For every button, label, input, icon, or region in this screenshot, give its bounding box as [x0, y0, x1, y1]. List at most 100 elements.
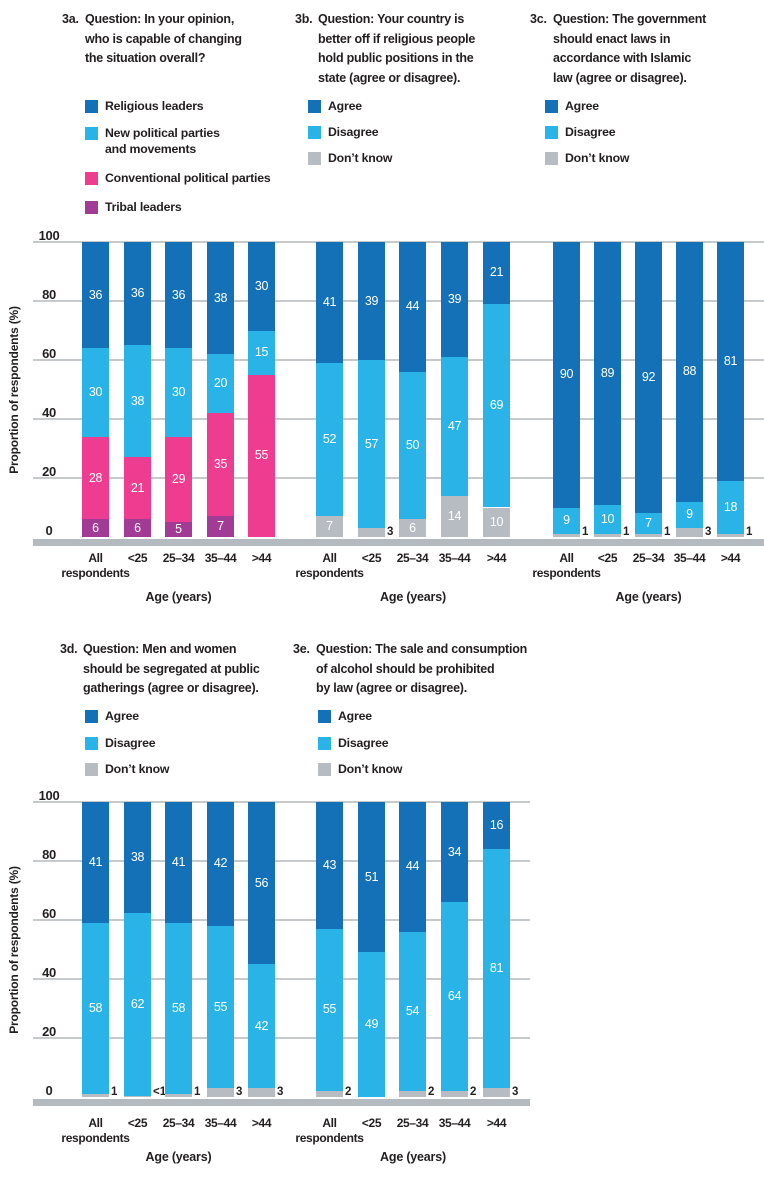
bar-value-label: 36 — [171, 287, 186, 302]
bar-value-label-outside: 3 — [387, 526, 394, 538]
bar-value-label: 38 — [130, 849, 145, 864]
y-tick-label: 100 — [38, 228, 60, 243]
y-tick-label: 20 — [42, 1024, 56, 1039]
bar-value-label: 43 — [322, 857, 337, 872]
bar-value-label: 39 — [447, 292, 462, 307]
bar-value-label-outside: 1 — [623, 526, 630, 538]
category-label: <25 — [127, 1116, 148, 1130]
bar-value-label-outside: 1 — [746, 526, 753, 538]
bar-segment — [124, 457, 151, 520]
gridline — [33, 241, 764, 243]
bar-segment — [124, 1095, 151, 1097]
bar-value-label: 16 — [489, 818, 504, 833]
bar-value-label: 29 — [171, 471, 186, 486]
bar-segment — [483, 849, 510, 1089]
legend-label: Don’t know — [328, 151, 393, 165]
chart-number-label: 3e. — [293, 642, 310, 656]
category-label: 25–34 — [632, 551, 665, 565]
chart-number-label: 3b. — [295, 12, 313, 26]
bar-value-label-outside: 3 — [705, 526, 712, 538]
bar-segment — [207, 354, 234, 414]
bar-segment — [248, 802, 275, 965]
bar-value-label: 30 — [88, 384, 103, 399]
legend-label: Agree — [328, 99, 362, 113]
bar-segment — [399, 371, 426, 520]
bar-value-label: 6 — [409, 520, 416, 535]
bar-segment — [165, 242, 192, 349]
category-label: 35–44 — [438, 551, 471, 565]
chart-question: Question: The government should enact la… — [553, 12, 707, 85]
gridline — [33, 919, 530, 921]
bar-segment — [358, 802, 385, 953]
category-label: All — [88, 1116, 103, 1130]
baseline-bar — [33, 1099, 530, 1106]
bar-segment — [553, 534, 580, 537]
legend-label: Agree — [338, 709, 372, 723]
chart-number-label: 3d. — [60, 642, 78, 656]
bar-segment — [676, 528, 703, 537]
legend-label: Disagree — [328, 125, 379, 139]
bar-value-label: 89 — [600, 365, 615, 380]
bar-segment — [717, 242, 744, 481]
bar-value-label: 49 — [364, 1017, 379, 1032]
bar-value-label-outside: 1 — [194, 1086, 201, 1098]
bar-segment — [441, 802, 468, 903]
bar-segment — [399, 1091, 426, 1097]
legend-swatch — [318, 710, 331, 723]
y-tick-label: 80 — [42, 287, 56, 302]
bar-value-label: 9 — [563, 513, 570, 528]
bar-segment — [717, 480, 744, 535]
bar-value-label: 47 — [447, 418, 462, 433]
category-label: >44 — [251, 551, 272, 565]
chart-number-label: 3c. — [530, 12, 547, 26]
legend-label: Don’t know — [338, 762, 403, 776]
bar-value-label: 81 — [723, 353, 738, 368]
bar-segment — [248, 964, 275, 1089]
legend-swatch — [85, 710, 98, 723]
bar-segment — [207, 516, 234, 537]
category-label: All — [559, 551, 574, 565]
bar-value-label: 10 — [489, 514, 504, 529]
y-tick-label: 40 — [42, 965, 56, 980]
bar-segment — [316, 928, 343, 1092]
baseline-bar — [33, 539, 764, 546]
legend-label: Conventional political parties — [105, 171, 271, 185]
legend-swatch — [545, 100, 558, 113]
bar-segment — [358, 952, 385, 1097]
gridline — [33, 1037, 530, 1039]
bar-value-label: 64 — [447, 989, 462, 1004]
bar-value-label: 7 — [217, 519, 224, 534]
legend-label: Religious leaders — [105, 99, 204, 113]
y-tick-label: 60 — [42, 346, 56, 361]
legend-label: Don’t know — [565, 151, 630, 165]
bar-value-label-outside: 3 — [512, 1086, 519, 1098]
legend-swatch — [545, 152, 558, 165]
legend-swatch — [85, 737, 98, 750]
gridline — [33, 477, 764, 479]
bar-value-label: 44 — [405, 299, 420, 314]
category-label: >44 — [720, 551, 741, 565]
bar-segment — [165, 802, 192, 923]
bar-value-label: 92 — [641, 370, 656, 385]
bar-segment — [207, 242, 234, 355]
category-label: >44 — [486, 551, 507, 565]
bar-value-label: 20 — [213, 376, 228, 391]
chart-number-label: 3a. — [62, 12, 79, 26]
bar-value-label: 41 — [88, 854, 103, 869]
bar-value-label: 42 — [254, 1018, 269, 1033]
bar-segment — [82, 242, 109, 349]
bar-segment — [82, 802, 109, 923]
bar-segment — [207, 413, 234, 517]
bar-segment — [248, 242, 275, 331]
category-label: >44 — [486, 1116, 507, 1130]
category-label: 35–44 — [204, 1116, 237, 1130]
bar-value-label: 5 — [175, 522, 182, 537]
bar-value-label: 58 — [171, 1001, 186, 1015]
legend-label: Agree — [105, 709, 139, 723]
bar-value-label: 41 — [171, 854, 186, 869]
bar-value-label: 38 — [213, 290, 228, 305]
bar-value-label: 36 — [130, 286, 145, 301]
bar-segment — [316, 802, 343, 929]
bar-value-label: 10 — [600, 511, 615, 526]
category-label: <25 — [361, 551, 382, 565]
